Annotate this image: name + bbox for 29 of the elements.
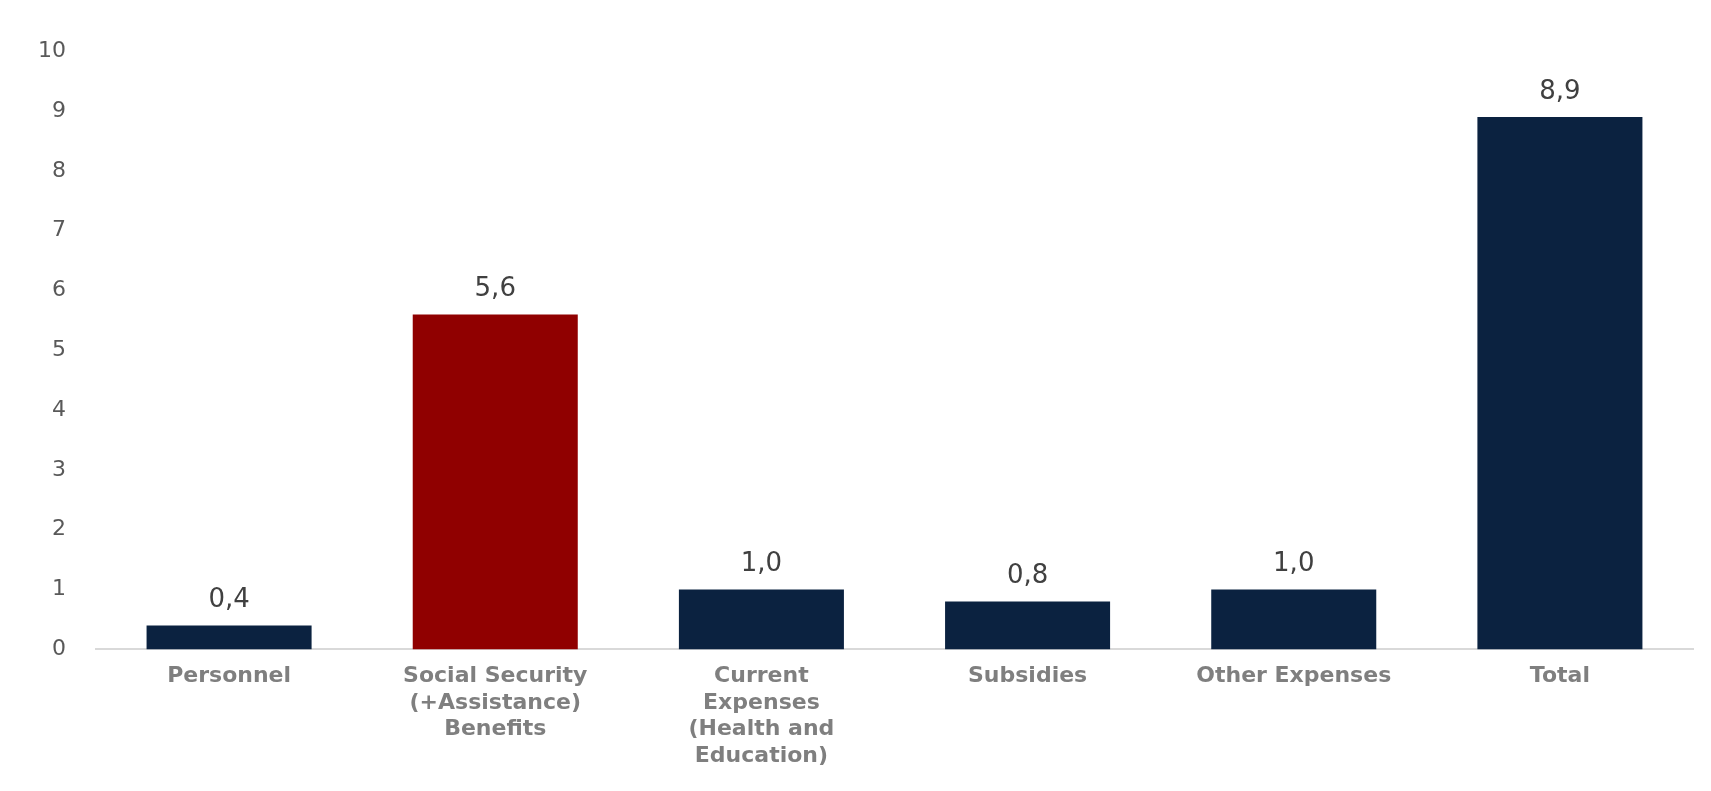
y-tick-label: 7 xyxy=(51,216,66,242)
x-tick-label: Social Security (+Assistance) Benefits xyxy=(403,662,588,741)
data-label: 1,0 xyxy=(1273,547,1315,578)
data-label: 0,4 xyxy=(208,583,250,614)
bar xyxy=(1477,117,1643,650)
data-label: 0,8 xyxy=(1006,559,1049,590)
bar xyxy=(945,601,1111,650)
y-tick-label: 6 xyxy=(51,276,66,302)
y-tick-label: 1 xyxy=(51,575,66,601)
data-label: 5,6 xyxy=(474,272,516,303)
x-tick-label: Personnel xyxy=(167,662,292,688)
y-tick-label: 4 xyxy=(51,395,66,421)
bar xyxy=(412,314,578,650)
x-tick-label: Current Expenses (Health and Education) xyxy=(688,662,835,767)
x-tick-label: Subsidies xyxy=(967,662,1088,688)
y-tick-label: 8 xyxy=(51,156,66,182)
x-tick-label: Total xyxy=(1529,662,1590,688)
bar xyxy=(1211,589,1377,650)
y-tick-label: 3 xyxy=(51,455,66,481)
y-tick-label: 10 xyxy=(37,36,66,62)
data-label: 8,9 xyxy=(1539,74,1581,105)
bar xyxy=(146,625,312,650)
y-tick-label: 2 xyxy=(51,515,66,541)
y-tick-label: 0 xyxy=(51,635,66,661)
x-tick-label: Other Expenses xyxy=(1196,662,1392,688)
data-label: 1,0 xyxy=(740,547,783,578)
y-tick-label: 9 xyxy=(51,96,66,122)
bar xyxy=(678,589,844,650)
y-tick-label: 5 xyxy=(51,336,66,362)
